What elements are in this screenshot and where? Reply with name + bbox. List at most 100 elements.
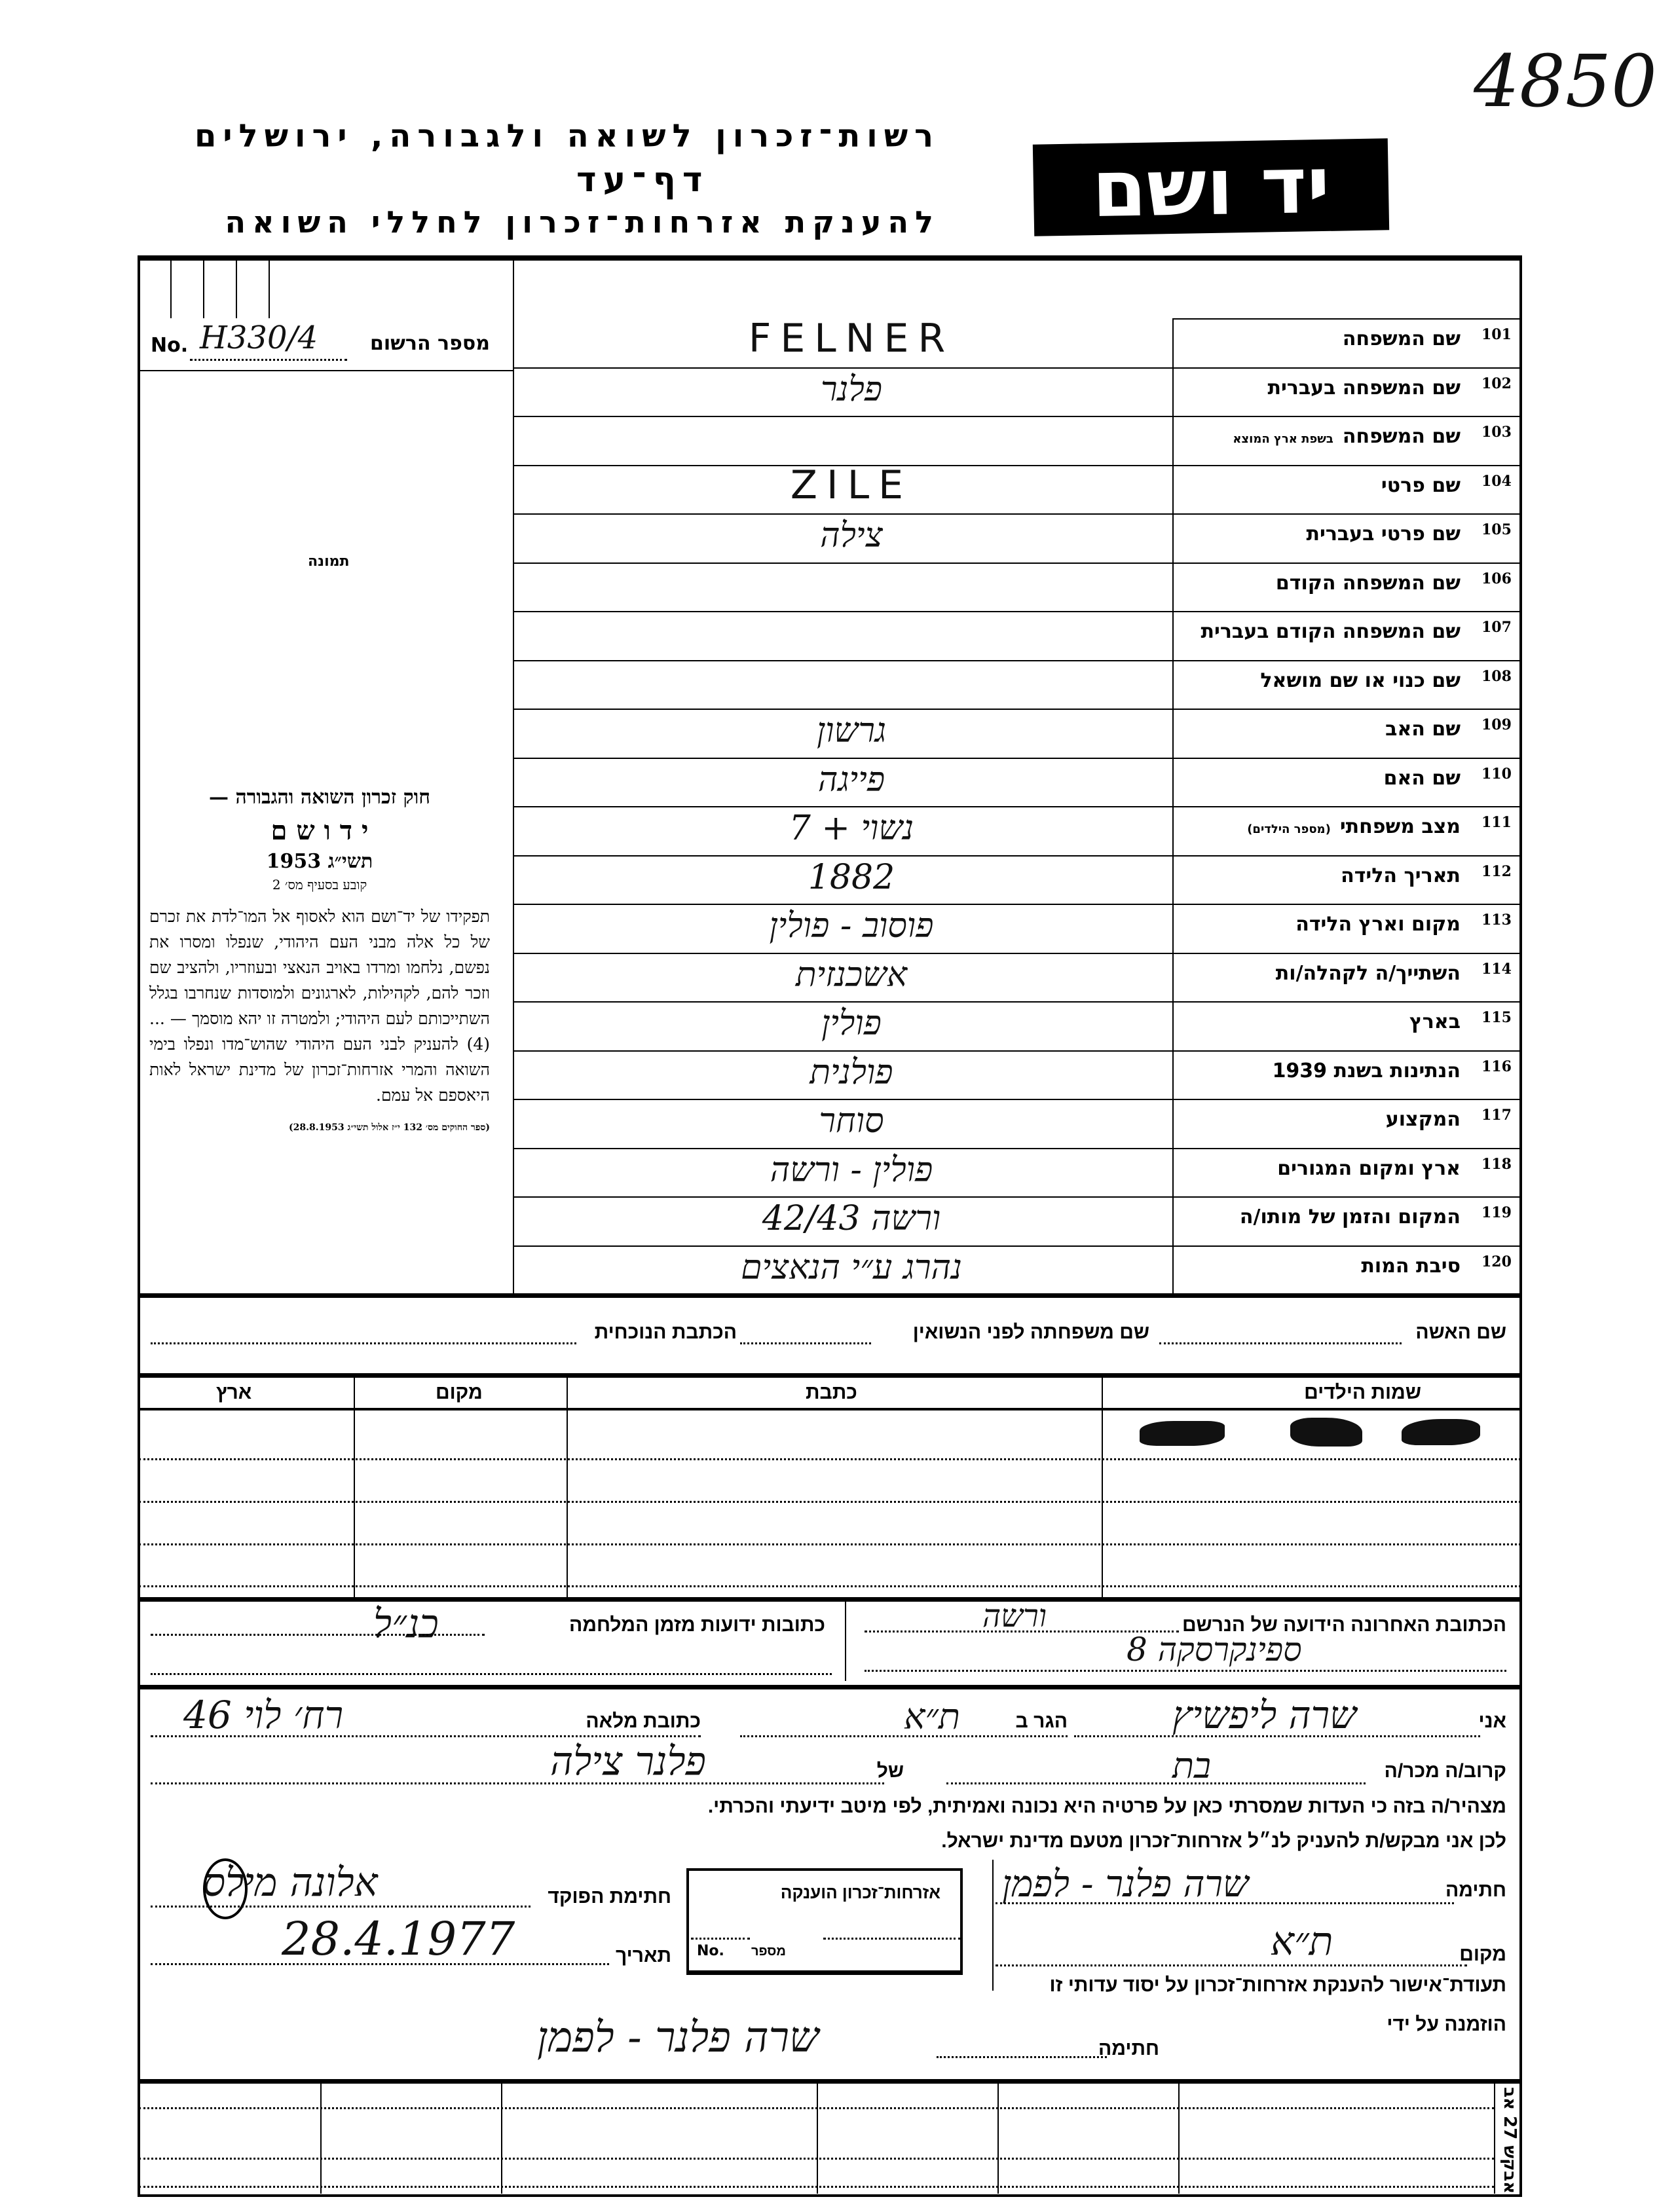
declarant-address-label: כתובת מלאה (586, 1710, 701, 1732)
signature-box-edge (992, 1860, 994, 1991)
official-signature-label: חתימת הפוקד (548, 1886, 671, 1908)
field-number: 105 (1481, 521, 1512, 538)
dotted-line (151, 1906, 531, 1908)
relation-value: בת (1172, 1745, 1211, 1786)
wife-name-label: שם האשה (1415, 1321, 1506, 1343)
dotted-line (139, 2107, 1494, 2109)
children-row[interactable] (139, 1458, 1521, 1460)
field-number: 116 (1481, 1058, 1512, 1075)
children-names-crossed-out (1140, 1418, 1493, 1450)
last-address-line2: ספינקרסקה 8 (1126, 1631, 1302, 1668)
law-box: חוק זכרון השואה והגבורה — י ד ו ש ם תשי״… (149, 786, 490, 1290)
row-line (513, 904, 1522, 905)
section-divider (138, 1373, 1522, 1378)
wife-name-field[interactable] (1159, 1342, 1402, 1344)
last-address-label: הכתובת האחרונה הידועה של הנרשם (1182, 1614, 1506, 1636)
place-value: ת״א (1271, 1919, 1333, 1964)
dotted-line (151, 1782, 884, 1784)
col-divider (817, 2082, 818, 2194)
dotted-line (190, 359, 347, 361)
row-line (513, 659, 1522, 661)
field-value[interactable]: פוסוב - פולין (769, 906, 934, 946)
field-label-text: שם האב (1385, 718, 1461, 741)
row-line (1172, 318, 1522, 320)
field-label: שם כנוי או שם מושאל (1260, 669, 1461, 692)
wife-address-field[interactable] (151, 1342, 576, 1344)
field-label-text: בארץ (1409, 1010, 1461, 1033)
declarant-city: ת״א (904, 1696, 960, 1737)
field-number: 109 (1481, 716, 1512, 733)
declarant-signature-label: חתימה (1445, 1879, 1506, 1901)
col-divider (501, 2082, 502, 2194)
field-label-text: מצב משפחתי (1339, 815, 1461, 838)
field-value[interactable]: ZILE (790, 462, 913, 508)
field-label-text: שם המשפחה (1342, 425, 1461, 448)
field-value[interactable]: ורשה 42/43 (762, 1199, 941, 1238)
children-row[interactable] (139, 1501, 1521, 1503)
col-divider (845, 1599, 846, 1681)
scribble (1140, 1421, 1225, 1446)
wife-maiden-field[interactable] (740, 1342, 871, 1344)
header-authority: רשות־זכרון לשואה ולגבורה, ירושלים (194, 118, 940, 155)
field-number: 115 (1481, 1009, 1512, 1026)
field-label: השתייך/ה לקהלה/ות (1276, 962, 1461, 985)
children-header-names: שמות הילדים (1304, 1382, 1421, 1403)
field-label: תאריך הלידה (1341, 864, 1461, 887)
children-row[interactable] (139, 1585, 1521, 1587)
field-label-text: שם כנוי או שם מושאל (1260, 669, 1461, 692)
registration-no-label: No. (151, 334, 189, 357)
field-label: שם פרטי (1381, 474, 1461, 497)
certificate-signature: שרה פלנר - לפמן (537, 2014, 819, 2062)
field-value[interactable]: פייגה (817, 760, 885, 800)
of-name: פלנר צילה (550, 1739, 706, 1784)
row-line (513, 855, 1522, 857)
field-value[interactable]: נהרג ע״י הנאצים (741, 1247, 962, 1287)
children-row[interactable] (139, 1543, 1521, 1545)
wartime-address-label: כתובות ידועות מזמן המלחמה (568, 1614, 825, 1636)
field-number: 118 (1481, 1155, 1512, 1173)
of-label: של (876, 1760, 904, 1782)
field-number: 114 (1481, 960, 1512, 978)
col-divider (997, 2082, 999, 2194)
law-body: תפקידו של יד־ושם הוא לאסוף אל המו־לדת את… (149, 907, 490, 1105)
field-label-text: ארץ ומקום המגורים (1277, 1156, 1461, 1180)
field-label-note: (מספר הילדים) (1247, 822, 1331, 836)
law-name: י ד ו ש ם (270, 815, 369, 846)
field-value[interactable]: נשוי + 7 (789, 809, 914, 848)
dotted-line (996, 1902, 1454, 1904)
registration-number: H330/4 (200, 320, 318, 356)
row-line (513, 513, 1522, 515)
field-value[interactable]: פולנית (810, 1052, 893, 1092)
official-stamp-circle-icon (203, 1858, 248, 1919)
dotted-line (946, 1782, 1366, 1784)
field-label: שם המשפחה הקודם (1276, 572, 1461, 595)
field-value[interactable]: סוחר (819, 1101, 884, 1141)
header-title: דף־עד (576, 160, 709, 200)
field-label: מצב משפחתי (מספר הילדים) (1247, 815, 1461, 838)
dotted-line (151, 1963, 609, 1965)
field-number: 120 (1481, 1253, 1512, 1270)
field-label-text: שם המשפחה בעברית (1267, 376, 1461, 399)
field-label: המקצוע (1386, 1108, 1461, 1131)
dotted-line (691, 1938, 750, 1940)
field-number: 117 (1481, 1107, 1512, 1124)
field-value[interactable]: FELNER (748, 316, 955, 361)
field-value[interactable]: גרשון (816, 711, 887, 750)
photo-label: תמונה (308, 553, 350, 570)
field-number: 103 (1481, 424, 1512, 441)
declarant-resides-label: הגר ב (1015, 1710, 1068, 1732)
row-line (513, 464, 1522, 466)
field-number: 104 (1481, 472, 1512, 490)
col-divider (320, 2082, 322, 2194)
field-value[interactable]: 1882 (808, 857, 895, 897)
field-value[interactable]: צילה (820, 516, 883, 555)
field-value[interactable]: פלנר (820, 369, 883, 409)
field-label-text: תאריך הלידה (1341, 864, 1461, 887)
field-value[interactable]: פולין - ורשה (770, 1150, 933, 1190)
field-value[interactable]: אשכנזית (795, 955, 908, 995)
wife-address-label: הכתבת הנוכחית (594, 1321, 737, 1343)
side-code: אבקש 27 אב (1500, 2087, 1519, 2194)
field-number: 110 (1481, 765, 1512, 783)
field-value[interactable]: פולין (821, 1004, 882, 1043)
field-label: הנתינות בשנת 1939 (1273, 1060, 1461, 1082)
